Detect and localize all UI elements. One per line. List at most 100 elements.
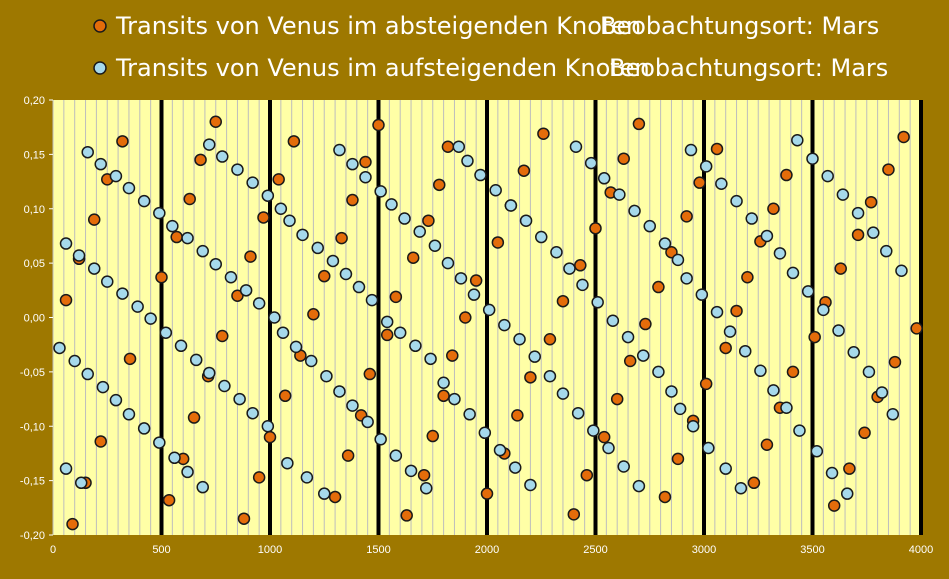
data-point-ascending [673,402,687,416]
data-point-ascending [246,176,259,189]
data-point-ascending [122,181,136,195]
data-point-descending [94,435,107,448]
data-point-descending [346,193,359,207]
data-point-ascending [840,487,854,500]
data-point-ascending [723,325,737,338]
data-point-ascending [528,350,541,363]
data-point-descending [66,517,79,531]
data-point-ascending [404,464,418,478]
data-point-descending [231,289,244,302]
legend-label-descending: Transits von Venus im absteigenden Knote… [115,12,641,40]
data-point-ascending [174,339,188,353]
data-point-ascending [153,436,166,449]
data-point-descending [237,512,251,525]
data-point-ascending [87,262,101,275]
data-point-descending [406,251,420,264]
data-point-descending [170,230,183,244]
data-point-descending [524,371,537,384]
data-point-descending [858,426,871,440]
data-point-descending [671,452,685,466]
data-point-ascending [454,272,468,285]
data-point-ascending [895,264,908,277]
data-point-descending [897,130,910,144]
data-point-descending [827,499,841,512]
data-point-ascending [680,272,693,285]
data-point-ascending [886,408,900,421]
data-point-ascending [571,406,585,420]
data-point-descending [699,377,713,391]
data-point-descending [767,202,780,215]
data-point-descending [417,468,431,482]
y-tick-label: 0,15 [24,149,45,161]
x-tick-label: 2000 [475,544,499,556]
data-point-descending [441,140,455,154]
data-point-ascending [59,462,73,475]
legend-label-ascending: Transits von Venus im aufsteigenden Knot… [115,54,650,82]
data-point-ascending [333,143,346,157]
data-point-descending [574,259,587,272]
data-point-descending [183,192,196,206]
data-point-ascending [702,441,715,455]
data-point-ascending [719,462,732,475]
data-point-descending [469,274,483,287]
data-point-descending [710,142,724,156]
data-point-ascending [385,198,398,211]
data-point-ascending [569,140,583,154]
data-point-ascending [352,280,366,294]
data-point-ascending [738,344,752,358]
data-point-ascending [617,460,630,473]
data-point-ascending [339,267,353,281]
data-point-ascending [684,143,698,157]
data-point-descending [730,304,743,318]
data-point-descending [257,211,270,224]
data-point-ascending [786,266,800,280]
data-point-descending [719,341,732,355]
data-point-descending [187,411,201,424]
data-point-descending [864,195,878,209]
data-point-ascending [636,349,650,362]
data-point-ascending [613,188,626,201]
data-point-ascending [550,246,563,259]
data-point-ascending [880,244,893,258]
data-point-descending [380,328,394,342]
data-point-ascending [556,387,570,400]
data-point-ascending [452,140,466,154]
data-point-ascending [730,194,743,208]
data-point-descending [123,352,137,366]
x-tick-label: 500 [152,544,170,556]
data-point-ascending [109,169,123,183]
data-point-ascending [81,367,94,381]
data-point-ascending [715,177,728,190]
data-point-ascending [202,138,216,151]
data-point-ascending [793,424,806,437]
data-point-descending [244,250,257,263]
data-point-descending [216,329,229,343]
data-point-ascending [216,150,229,163]
data-point-ascending [821,169,834,183]
data-point-ascending [780,401,793,415]
data-point-ascending [409,339,422,353]
data-point-descending [658,490,672,504]
data-point-ascending [168,451,181,465]
data-point-ascending [524,478,537,492]
data-point-ascending [836,188,850,201]
data-point-ascending [361,415,374,429]
x-tick-label: 1000 [258,544,282,556]
x-tick-label: 4000 [909,544,933,556]
data-point-descending [422,214,435,227]
data-point-ascending [189,353,203,367]
data-point-ascending [504,199,518,212]
data-point-ascending [760,229,774,243]
data-point-descending [272,173,285,186]
data-point-descending [263,430,277,444]
data-point-descending [252,471,266,484]
data-point-ascending [862,365,876,379]
data-point-ascending [101,275,114,288]
data-point-descending [116,135,129,148]
data-point-descending [632,117,646,131]
data-point-ascending [261,420,275,433]
data-point-ascending [116,287,129,300]
data-point-ascending [413,225,426,238]
data-point-ascending [261,189,275,202]
data-point-ascending [398,212,411,225]
